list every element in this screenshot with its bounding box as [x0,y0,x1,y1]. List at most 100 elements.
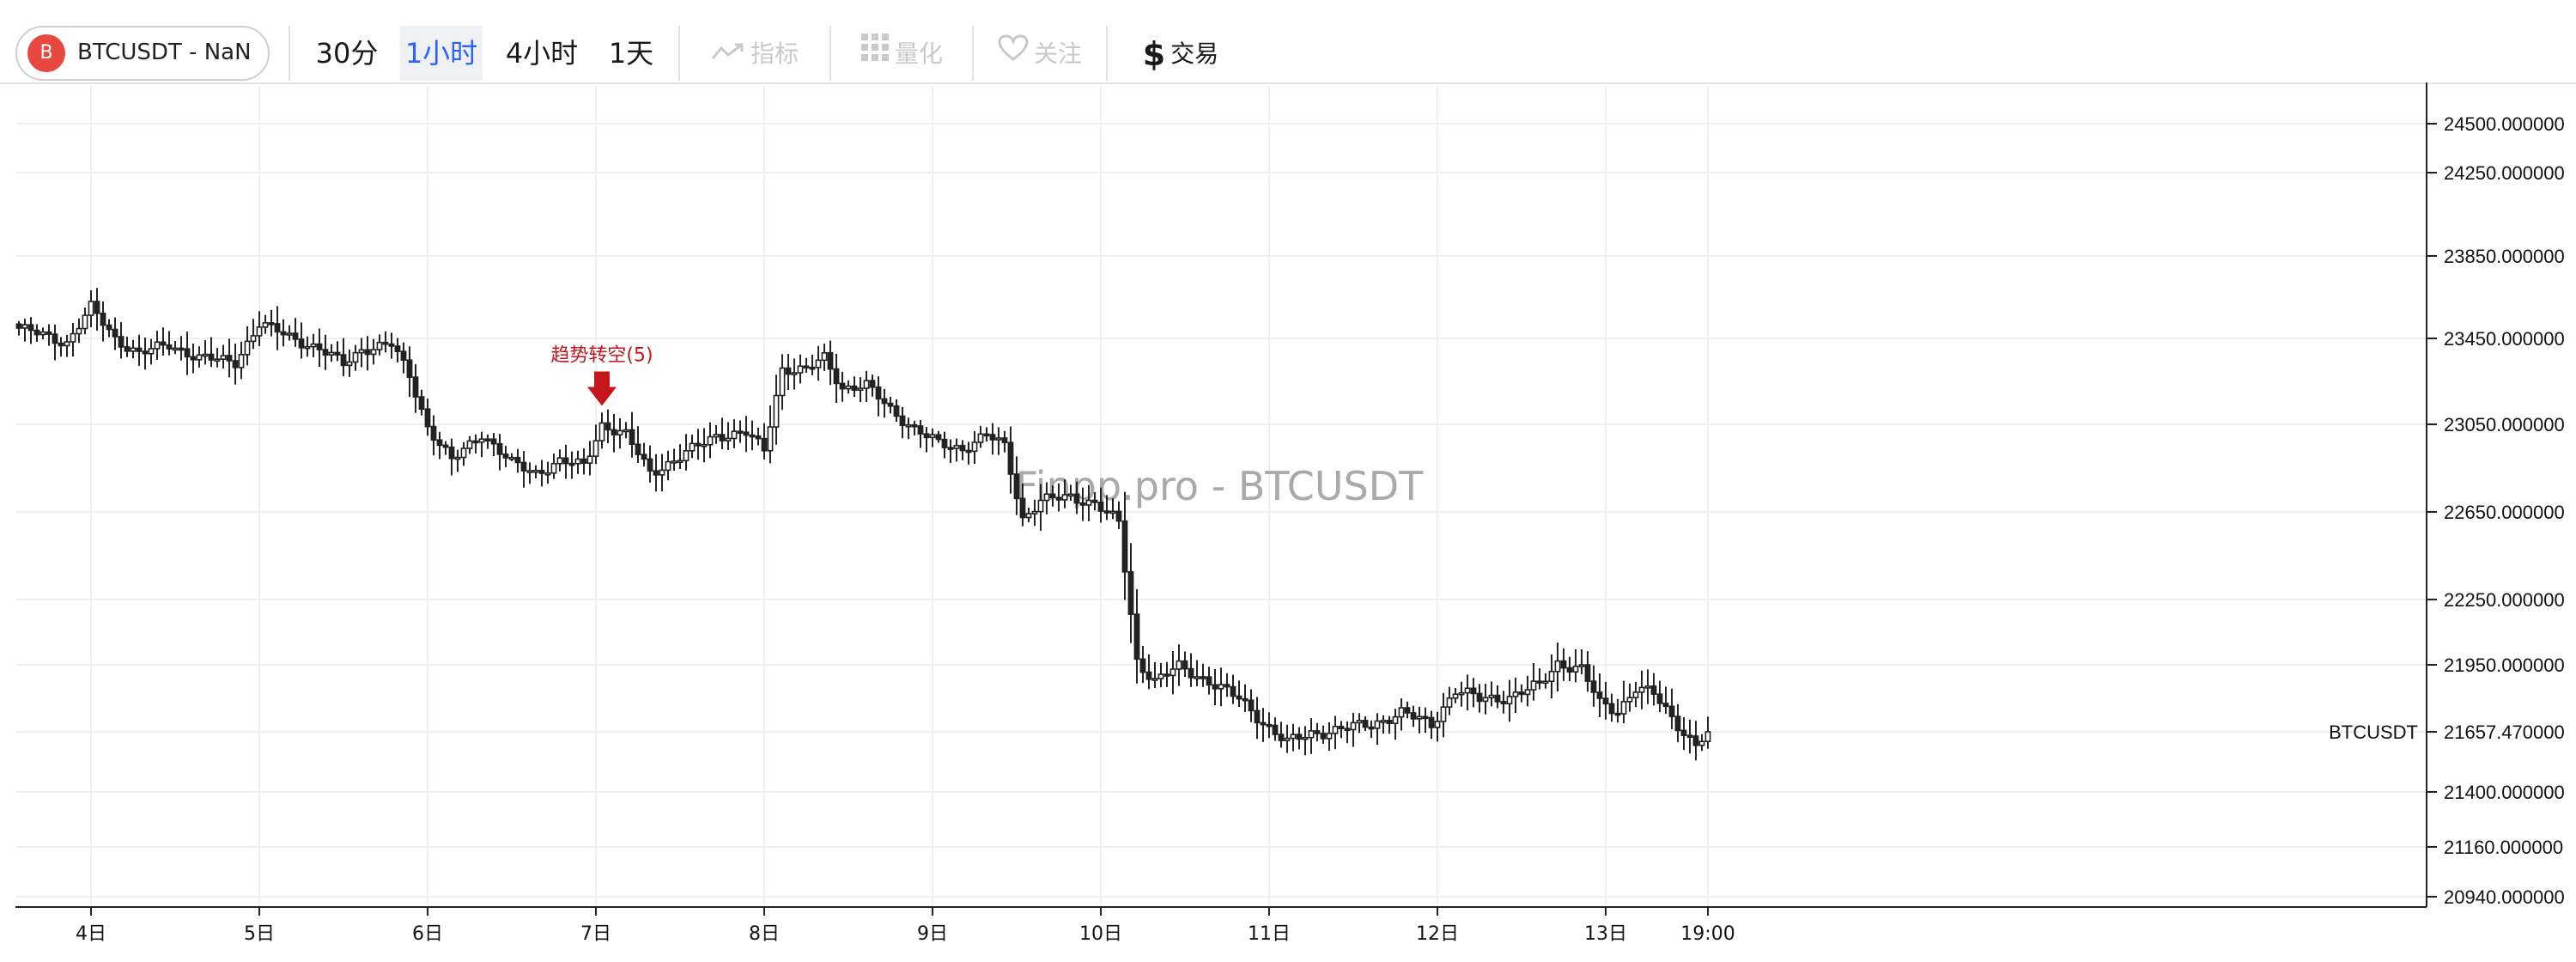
candle [1428,710,1435,740]
candle [1464,674,1471,711]
candle [845,380,852,394]
candle [280,319,287,347]
candle [352,344,359,371]
candle [1662,686,1669,715]
candle [935,430,942,443]
candle [472,434,479,454]
candle [1698,734,1705,752]
indicators-label: 指标 [750,40,799,68]
candle [1638,670,1645,709]
candle [659,454,665,492]
candle [1001,430,1008,453]
candle [1692,721,1699,761]
candle [1085,484,1092,521]
candle [1590,665,1597,707]
candle [731,419,738,448]
candle [196,346,203,368]
toolbar-divider [972,26,974,81]
heart-icon [998,27,1029,82]
toolbar-divider [678,26,680,81]
candle [118,322,125,359]
interval-4h-button[interactable]: 4小时 [505,37,579,70]
candle [1139,645,1146,684]
interval-30m-button[interactable]: 30分 [315,37,379,70]
candle [316,328,323,368]
candle [514,448,521,473]
candle [1224,673,1230,697]
trade-button[interactable]: $ 交易 [1125,26,1236,81]
interval-1h-button[interactable]: 1小时 [400,26,483,81]
candle [1536,668,1543,690]
candle [1494,685,1501,709]
candle [701,428,708,463]
candle [875,376,882,417]
chart-toolbar: B BTCUSDT - NaN 30分 1小时 4小时 1天 指标 量化 关注 … [0,0,2576,84]
candle [460,441,467,466]
candle [130,339,137,359]
interval-1d-button[interactable]: 1天 [608,37,654,70]
symbol-selector[interactable]: B BTCUSDT - NaN [15,26,270,81]
toolbar-divider [1106,26,1108,81]
candle [749,420,756,451]
candle [1073,481,1080,514]
candle [1530,663,1537,701]
candle [328,344,335,362]
candlestick-chart[interactable]: Finpp.pro - BTCUSDT 趋势转空(5) 24500.000000… [0,82,2576,962]
dollar-icon: $ [1142,35,1166,73]
candle [1566,656,1573,682]
candle [358,338,365,368]
candle [821,344,828,371]
candle [1686,719,1693,754]
follow-button[interactable]: 关注 [984,26,1096,81]
time-tick-label: 4日 [76,923,106,945]
candle [454,449,461,472]
candle [1091,491,1098,511]
candle [124,336,131,357]
candle [1650,673,1657,706]
candle [665,450,671,481]
candle [1170,651,1176,695]
candle [1272,717,1279,741]
price-tick-label: 21160.000000 [2444,837,2563,858]
candle [538,460,545,487]
time-tick-label: 19:00 [1680,923,1735,945]
candle [94,288,100,331]
candle [905,417,912,440]
candle [971,430,978,465]
symbol-avatar: B [27,34,65,72]
candle [412,364,419,413]
quant-button[interactable]: 量化 [841,26,962,81]
candle [1055,483,1062,512]
trade-label: 交易 [1170,40,1219,68]
candle [178,336,185,361]
candle [1680,716,1687,751]
candle [1476,684,1483,713]
price-tick-label: 21950.000000 [2444,655,2565,676]
candle [1578,648,1585,675]
toolbar-divider [289,26,290,81]
candle [839,371,846,402]
candle [653,454,659,492]
price-tick-label: 22250.000000 [2444,589,2565,611]
candle [21,319,28,342]
candle [773,374,780,445]
indicators-button[interactable]: 指标 [690,26,819,81]
candle [1115,501,1122,529]
candle [592,424,599,465]
candle [1338,721,1345,739]
candle [1608,693,1615,722]
price-tick-label: 20940.000000 [2444,886,2565,908]
candle [226,338,233,378]
candle [611,413,617,453]
candle [1182,651,1188,678]
candle [1572,648,1579,683]
candle [424,399,431,436]
candle [15,320,22,336]
price-tick-label: 23050.000000 [2444,414,2565,435]
candle [214,348,221,368]
candle [256,311,263,346]
candle [1127,543,1134,643]
candle [268,309,275,337]
candle [1656,680,1663,713]
candle [941,431,948,459]
